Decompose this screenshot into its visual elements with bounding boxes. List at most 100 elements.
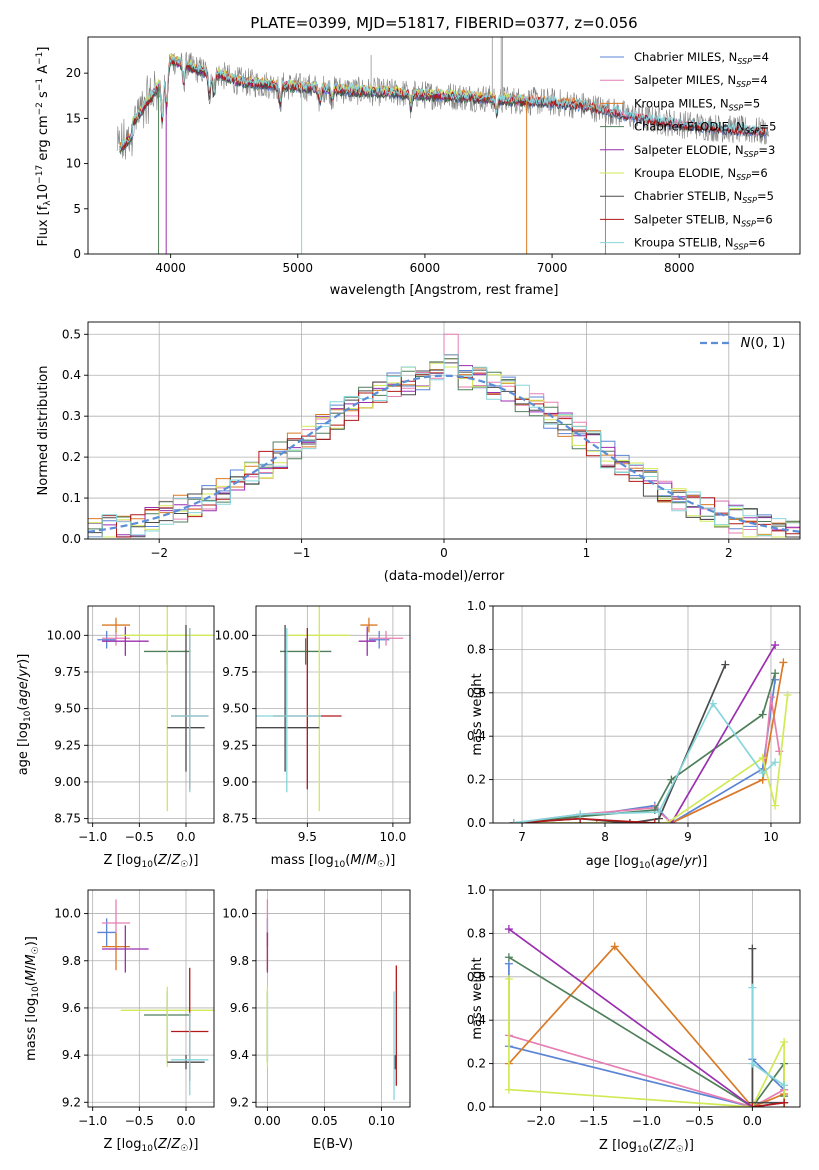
legend-entry-count: =5 (743, 96, 760, 110)
mass-vs-z-ylabel-part: ( (24, 981, 39, 986)
spectrum-ylabel-part: 10 (36, 184, 51, 201)
errorbar-kroupa-miles (360, 617, 378, 633)
weight-line-kroupa-elodie (508, 979, 785, 1107)
y-tick-label: 0.0 (467, 1100, 486, 1114)
weight-vs-z-xlabel-part: ( (648, 1138, 653, 1153)
weight-marker-plus (748, 944, 757, 953)
y-tick-label: 10.00 (47, 628, 81, 642)
spectrum-axes: 4000 5000 6000 7000 8000 0 5 10 15 20 (66, 66, 695, 275)
errorbar-chabrier-stelib (167, 1055, 205, 1070)
legend-entry-sub: SSP (729, 103, 744, 112)
weight-vs-z-xlabel-part: ☉ (676, 1145, 684, 1155)
errorbar-chabrier-miles (97, 630, 116, 649)
weight-marker-plus (654, 808, 663, 817)
y-tick-label: 15 (66, 111, 81, 125)
mass-vs-z-xlabel-part: 10 (141, 1144, 153, 1154)
spectrum-frame (87, 36, 801, 255)
age_vs_mass-axes: 9.5 10.0 8.75 9.00 9.25 9.50 9.75 10.00 (215, 606, 410, 844)
age-vs-mass-xlabel-part: mass [log (271, 853, 334, 868)
weight_vs_age-frame (492, 605, 801, 824)
x-tick-label: −2.0 (526, 1114, 555, 1128)
y-tick-label: 9.4 (62, 1048, 81, 1062)
y-tick-label: 10.0 (222, 907, 249, 921)
spectrum-ylabel-part: Flux [f (36, 205, 51, 246)
errorbar-kroupa-stelib (171, 1012, 209, 1096)
x-tick-label: 4000 (155, 261, 186, 275)
legend-entry-sub: SSP (736, 173, 751, 182)
y-tick-label: 0.4 (467, 729, 486, 743)
weight_vs_Z-frame (492, 889, 801, 1108)
weight-marker-plus (771, 641, 780, 650)
normal-curve-line (88, 374, 800, 533)
x-tick-label: 7 (518, 830, 526, 844)
weight-vs-age-xlabel-part: 10 (639, 861, 651, 871)
x-tick-label: −2 (150, 546, 168, 560)
legend-entry-normal-part: N (741, 336, 751, 351)
y-tick-label: 0.2 (467, 773, 486, 787)
x-tick-label: 0.0 (176, 1114, 195, 1128)
y-tick-label: 9.2 (230, 1095, 249, 1109)
age-vs-mass-xlabel-part: / (362, 853, 367, 868)
errorbar-chabrier-stelib (167, 625, 205, 772)
spectrum-ylabel-part: −2 (35, 102, 45, 115)
age_vs_mass-plot (256, 606, 404, 812)
weight-marker-plus (758, 753, 767, 762)
weight_vs_age-axes: 7 8 9 10 0.0 0.2 0.4 0.6 0.8 1.0 (467, 599, 800, 844)
mass-vs-z-ylabel-part: M (24, 954, 39, 965)
age-vs-z-xlabel-part: ☉ (180, 860, 188, 870)
weight-vs-age-xlabel-part: / (680, 854, 685, 869)
age-vs-z-xlabel: Z [log10(Z/Z☉)] (104, 853, 199, 870)
y-tick-label: 0.8 (467, 926, 486, 940)
legend-entry: Kroupa STELIB, NSSP=6 (634, 236, 765, 252)
mass-vs-z-xlabel: Z [log10(Z/Z☉)] (104, 1137, 199, 1154)
y-tick-label: 9.2 (62, 1095, 81, 1109)
weight-marker-plus (504, 974, 513, 983)
y-tick-label: 9.75 (222, 665, 249, 679)
y-tick-label: 9.4 (230, 1048, 249, 1062)
legend-entry-count: =4 (752, 50, 769, 64)
y-tick-label: 9.6 (62, 1001, 81, 1015)
weight-vs-z-xlabel-part: Z (653, 1138, 664, 1153)
spectrum-ylabel-part: −1 (35, 78, 45, 91)
x-tick-label: 0.0 (743, 1114, 762, 1128)
age-vs-z-ylabel-part: yr (16, 662, 31, 678)
model-spectrum-kroupa-stelib (119, 55, 769, 151)
errorbar-kroupa-stelib (171, 627, 209, 793)
legend-entry-normal: N(0, 1) (741, 336, 786, 351)
mass-vs-z-xlabel-part: Z [log (104, 1137, 142, 1152)
weight-marker-plus (748, 1103, 757, 1107)
weight-line-kroupa-miles (513, 662, 785, 823)
mass_vs_EBV-axes: 0.00 0.05 0.10 9.2 9.4 9.6 9.8 10.0 (222, 890, 410, 1128)
weight-marker-plus (779, 658, 788, 667)
weight-marker-plus (576, 810, 585, 819)
legend-entry-count: =6 (756, 212, 773, 226)
mass-vs-z-ylabel-part: )] (24, 936, 39, 946)
errorbar-kroupa-stelib (256, 627, 322, 793)
age_vs_mass-frame (255, 605, 411, 824)
x-tick-label: −0.5 (685, 1114, 714, 1128)
y-tick-label: 9.25 (54, 738, 81, 752)
legend-entry: Salpeter STELIB, NSSP=6 (634, 212, 773, 228)
weight-marker-plus (667, 775, 676, 784)
spectrum-ylabel-part: −17 (35, 165, 45, 184)
mass-vs-ebv-xlabel: E(B-V) (313, 1137, 353, 1152)
x-tick-label: 0 (440, 546, 448, 560)
weight-marker-plus (748, 983, 757, 992)
x-tick-label: 8000 (664, 261, 695, 275)
y-tick-label: 10 (66, 157, 81, 171)
residuals-plot (88, 333, 800, 538)
legend-entry-count: =5 (757, 189, 774, 203)
legend-entry-sub: SSP (744, 150, 759, 159)
weight-marker-plus (783, 690, 792, 699)
x-tick-label: 6000 (410, 261, 441, 275)
x-tick-label: −1.0 (632, 1114, 661, 1128)
mass-vs-z-ylabel-part: ☉ (31, 946, 41, 954)
y-tick-label: 0.0 (467, 816, 486, 830)
x-tick-label: 0.05 (311, 1114, 338, 1128)
weight-line-salpeter-elodie (513, 644, 776, 823)
legend-entry-count: =6 (751, 166, 768, 180)
legend-entry-name: Kroupa ELODIE, N (634, 166, 736, 180)
mass_vs_EBV-plot (266, 899, 397, 1100)
spectrum-ylabel-part: −1 (35, 52, 45, 65)
y-tick-label: 9.6 (230, 1001, 249, 1015)
